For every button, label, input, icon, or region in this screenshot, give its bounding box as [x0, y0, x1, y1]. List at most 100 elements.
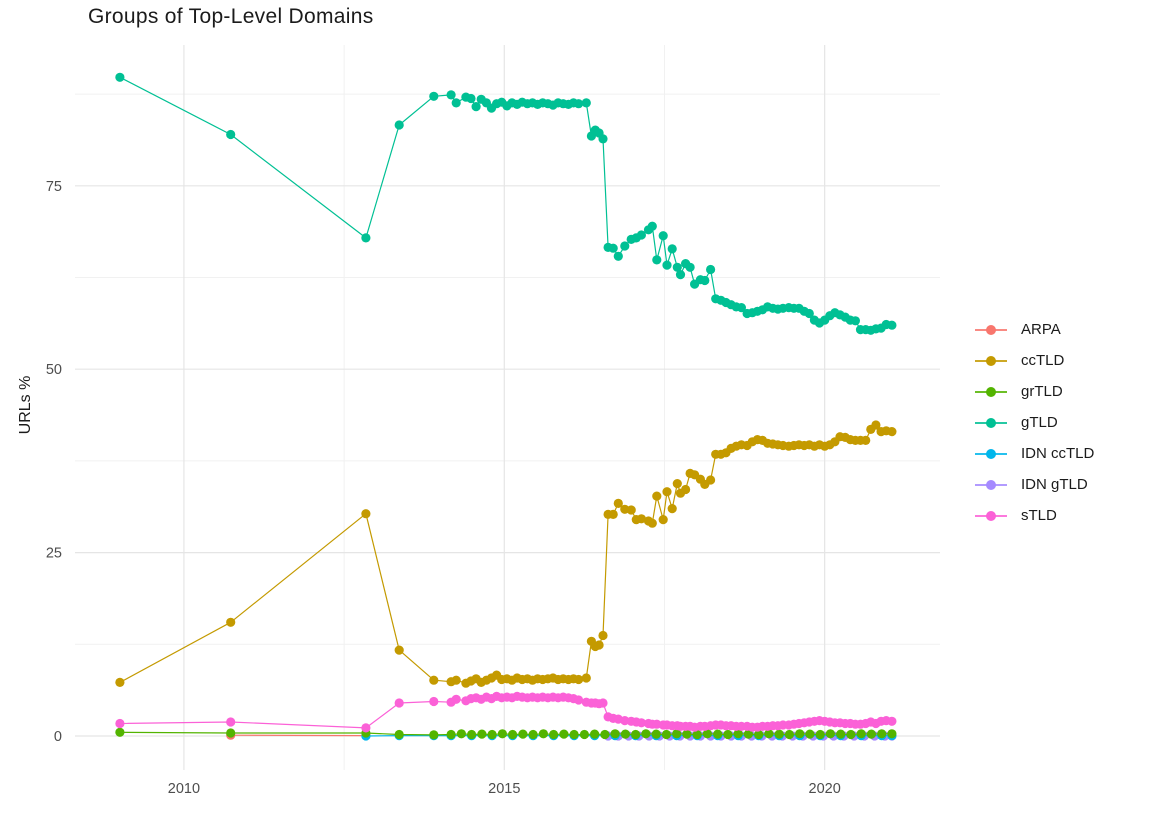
- series-point-gtld: [736, 303, 747, 313]
- series-point-stld: [636, 718, 647, 728]
- series-point-gtld: [804, 308, 814, 319]
- series-point-grtld: [672, 729, 682, 739]
- series-point-grtld: [569, 729, 579, 740]
- series-point-grtld: [394, 729, 404, 740]
- series-point-grtld: [856, 729, 866, 739]
- series-point-grtld: [115, 727, 125, 737]
- series-point-gtld: [115, 72, 125, 82]
- x-tick-label: 2020: [809, 781, 841, 797]
- series-point-gtld: [652, 255, 662, 265]
- series-point-grtld: [600, 729, 610, 740]
- series-point-stld: [361, 723, 371, 733]
- series-point-gtld: [706, 264, 716, 275]
- legend-item-grtld: grTLD: [975, 382, 1094, 401]
- legend-swatch-icon: [975, 417, 1007, 429]
- series-point-grtld: [866, 729, 877, 739]
- series-point-stld: [574, 695, 584, 705]
- series-point-cctld: [429, 675, 439, 685]
- series-point-grtld: [815, 729, 825, 740]
- series-point-stld: [451, 694, 461, 704]
- legend-swatch-icon: [975, 324, 1007, 336]
- series-point-stld: [429, 696, 439, 707]
- series-point-gtld: [667, 244, 677, 254]
- legend-label: sTLD: [1021, 507, 1057, 524]
- series-point-cctld: [574, 674, 584, 685]
- series-point-stld: [115, 718, 125, 729]
- series-point-grtld: [764, 729, 774, 739]
- series-point-gtld: [700, 275, 710, 286]
- series-point-grtld: [702, 729, 713, 739]
- series-point-gtld: [394, 120, 404, 130]
- series-point-cctld: [647, 518, 657, 528]
- y-axis-title: URLs %: [17, 375, 34, 435]
- series-point-grtld: [579, 729, 590, 740]
- series-point-gtld: [658, 231, 668, 241]
- series-point-cctld: [871, 420, 881, 430]
- legend-swatch-icon: [975, 510, 1007, 522]
- series-line-gtld: [119, 76, 892, 331]
- legend-swatch-icon: [975, 479, 1007, 491]
- series-point-stld: [226, 717, 236, 727]
- series-point-grtld: [887, 729, 897, 739]
- series-point-gtld: [574, 99, 584, 109]
- legend-item-idn_gtld: IDN gTLD: [975, 475, 1094, 494]
- series-point-gtld: [685, 262, 695, 272]
- series-point-grtld: [774, 729, 784, 739]
- series-point-gtld: [672, 262, 682, 272]
- series-point-cctld: [662, 487, 672, 497]
- series-point-grtld: [877, 729, 887, 739]
- series-point-cctld: [652, 491, 662, 501]
- series-point-cctld: [394, 645, 404, 655]
- series-point-grtld: [507, 729, 518, 740]
- series-point-stld: [598, 698, 608, 708]
- legend-swatch-icon: [975, 386, 1007, 398]
- legend-label: IDN gTLD: [1021, 476, 1088, 493]
- series-point-cctld: [598, 630, 608, 641]
- legend-label: grTLD: [1021, 383, 1063, 400]
- legend-item-stld: sTLD: [975, 506, 1094, 525]
- series-point-gtld: [887, 320, 897, 330]
- series-point-gtld: [451, 98, 461, 108]
- series-point-cctld: [658, 515, 668, 525]
- series-point-gtld: [226, 129, 236, 140]
- legend-label: IDN ccTLD: [1021, 445, 1095, 462]
- series-point-gtld: [446, 90, 456, 100]
- series-point-grtld: [825, 729, 836, 739]
- y-tick-label: 50: [46, 362, 62, 378]
- series-point-cctld: [636, 514, 647, 524]
- series-point-grtld: [467, 729, 477, 740]
- series-point-cctld: [613, 498, 623, 508]
- series-point-cctld: [861, 435, 871, 445]
- series-point-gtld: [675, 270, 686, 280]
- series-point-grtld: [528, 729, 538, 740]
- series-point-gtld: [620, 241, 630, 251]
- series-point-cctld: [667, 504, 677, 514]
- series-point-grtld: [784, 729, 795, 740]
- series-point-grtld: [723, 729, 733, 740]
- series-point-grtld: [805, 729, 815, 739]
- series-point-grtld: [429, 730, 439, 740]
- series-point-grtld: [590, 729, 600, 739]
- legend-label: ARPA: [1021, 321, 1061, 338]
- series-point-grtld: [641, 729, 651, 739]
- legend-item-arpa: ARPA: [975, 320, 1094, 339]
- y-tick-label: 0: [54, 729, 62, 745]
- legend-item-cctld: ccTLD: [975, 351, 1094, 370]
- series-point-cctld: [226, 617, 236, 627]
- series-point-gtld: [598, 134, 608, 144]
- series-point-cctld: [361, 509, 371, 519]
- series-point-grtld: [487, 729, 497, 740]
- series-point-grtld: [795, 729, 805, 739]
- series-point-grtld: [446, 729, 456, 740]
- series-point-cctld: [594, 640, 604, 650]
- series-point-gtld: [647, 221, 657, 231]
- y-tick-label: 25: [46, 546, 62, 562]
- series-point-cctld: [581, 673, 591, 683]
- x-tick-label: 2015: [488, 781, 520, 797]
- series-point-gtld: [429, 91, 439, 101]
- series-point-grtld: [661, 729, 672, 740]
- series-point-cctld: [887, 427, 897, 437]
- series-point-grtld: [836, 729, 846, 739]
- series-point-grtld: [631, 729, 641, 740]
